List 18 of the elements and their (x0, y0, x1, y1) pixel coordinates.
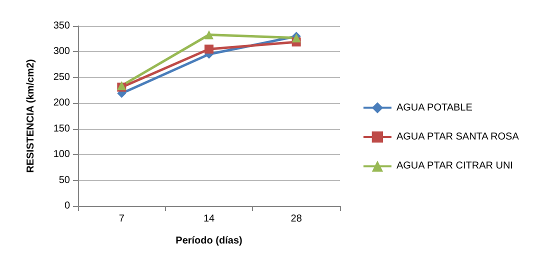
y-axis-title: RESISTENCIA (km/cm2) (26, 59, 36, 173)
y-tick-label: 100 (53, 149, 70, 160)
legend-label: AGUA PTAR CITRAR UNI (396, 160, 513, 172)
x-axis-title: Período (días) (176, 236, 242, 246)
y-tick-label: 150 (53, 123, 70, 134)
point (204, 30, 214, 40)
y-tick-label: 300 (53, 46, 70, 58)
x-tick-label: 7 (118, 214, 125, 224)
legend-label: AGUA POTABLE (396, 102, 473, 114)
legend-label: AGUA PTAR SANTA ROSA (396, 132, 520, 142)
y-tick-label: 0 (64, 200, 70, 212)
point (204, 44, 214, 54)
y-tick-label: 250 (53, 72, 70, 83)
y-tick-label: 200 (53, 98, 70, 109)
x-tick-label: 28 (290, 214, 302, 224)
y-tick-label: 350 (53, 20, 70, 32)
y-tick-label: 50 (58, 174, 70, 186)
x-tick-label: 14 (203, 214, 215, 224)
